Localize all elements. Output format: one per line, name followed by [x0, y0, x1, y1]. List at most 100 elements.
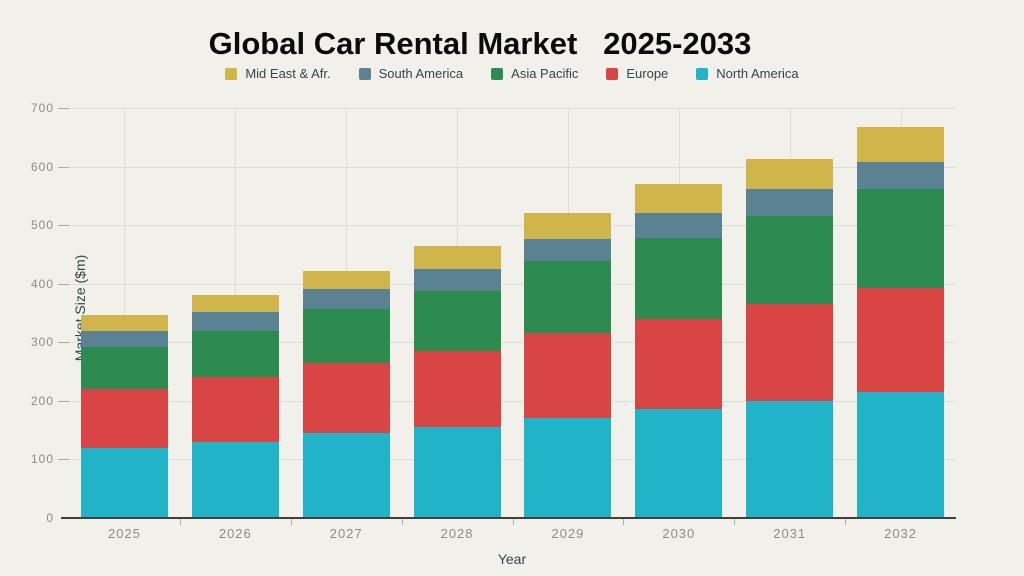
h-gridline-300 [69, 342, 956, 344]
bar-segment-2030-asia-pacific [635, 238, 723, 319]
bar-segment-2027-europe [302, 362, 390, 434]
y-tick-mark-500 [58, 225, 69, 227]
legend-label-asia-pacific: Asia Pacific [511, 66, 579, 81]
bar-segment-2026-asia-pacific [191, 330, 279, 378]
bar-segment-2028-europe [413, 351, 501, 428]
legend-label-mid-east-afr: Mid East & Afr. [245, 66, 331, 81]
y-tick-mark-400 [58, 283, 69, 285]
bar-segment-2029-mid-east-afr [524, 213, 612, 239]
legend-swatch-north-america [696, 67, 709, 80]
legend-label-europe: Europe [626, 66, 669, 81]
v-gridline-2025 [124, 108, 126, 518]
bar-segment-2030-south-america [635, 213, 723, 239]
legend-label-north-america: North America [716, 66, 799, 81]
bar-2027 [302, 0, 390, 518]
x-tick-label-2031: 2031 [773, 526, 807, 541]
bar-segment-2031-north-america [746, 400, 834, 518]
legend-swatch-south-america [358, 67, 371, 80]
bar-segment-2027-mid-east-afr [302, 270, 390, 289]
bar-segment-2027-asia-pacific [302, 308, 390, 363]
h-gridline-600 [69, 166, 956, 168]
x-tick-minor-1 [179, 519, 181, 525]
bar-2028 [413, 0, 501, 518]
x-tick-minor-6 [734, 519, 736, 525]
bar-segment-2030-europe [635, 318, 723, 410]
legend-swatch-asia-pacific [491, 67, 504, 80]
x-axis-label: Year [497, 551, 527, 567]
bar-segment-2025-north-america [80, 447, 168, 518]
bar-segment-2026-south-america [191, 311, 279, 331]
y-tick-mark-300 [58, 342, 69, 344]
bar-segment-2031-asia-pacific [746, 216, 834, 305]
bar-segment-2028-south-america [413, 269, 501, 292]
bar-segment-2026-mid-east-afr [191, 295, 279, 312]
bar-segment-2030-mid-east-afr [635, 184, 723, 214]
bar-2029 [524, 0, 612, 518]
x-tick-minor-4 [512, 519, 514, 525]
bar-2025 [80, 0, 168, 518]
legend-label-south-america: South America [378, 66, 464, 81]
bar-segment-2032-mid-east-afr [857, 127, 945, 163]
x-tick-label-2025: 2025 [107, 526, 141, 541]
bar-segment-2028-north-america [413, 427, 501, 518]
x-tick-minor-7 [845, 519, 847, 525]
h-gridline-400 [69, 283, 956, 285]
bar-segment-2031-south-america [746, 188, 834, 217]
bar-segment-2025-asia-pacific [80, 346, 168, 390]
y-tick-mark-100 [58, 459, 69, 461]
bar-segment-2026-europe [191, 377, 279, 442]
y-tick-label-0: 0 [46, 511, 54, 525]
legend-item-north-america: North America [696, 66, 799, 81]
bar-segment-2031-europe [746, 304, 834, 401]
y-tick-label-300: 300 [30, 335, 54, 350]
y-tick-mark-700 [58, 108, 69, 109]
x-tick-label-2026: 2026 [218, 526, 252, 541]
legend-item-mid-east-afr: Mid East & Afr. [225, 66, 331, 81]
bar-segment-2028-asia-pacific [413, 291, 501, 352]
bar-segment-2025-mid-east-afr [80, 315, 168, 331]
h-gridline-700 [69, 108, 956, 109]
x-tick-label-2030: 2030 [662, 526, 696, 541]
bar-segment-2026-north-america [191, 441, 279, 518]
x-tick-label-2029: 2029 [551, 526, 585, 541]
x-tick-minor-2 [290, 519, 292, 525]
bar-segment-2032-europe [857, 288, 945, 393]
h-gridline-200 [69, 400, 956, 402]
x-tick-minor-5 [623, 519, 625, 525]
bar-segment-2025-south-america [80, 330, 168, 347]
x-tick-label-2032: 2032 [884, 526, 918, 541]
y-tick-label-500: 500 [30, 218, 54, 233]
legend-swatch-mid-east-afr [225, 67, 238, 80]
legend-swatch-europe [606, 67, 619, 80]
x-axis-line [61, 517, 956, 519]
y-tick-mark-200 [58, 400, 69, 402]
bar-segment-2032-south-america [857, 162, 945, 190]
legend: Mid East & Afr. South America Asia Pacific… [0, 66, 1024, 81]
bar-segment-2032-asia-pacific [857, 189, 945, 289]
bar-segment-2029-europe [524, 332, 612, 419]
legend-item-europe: Europe [606, 66, 668, 81]
chart-title: Global Car Rental Market 2025-2033 [208, 26, 752, 61]
x-tick-label-2028: 2028 [440, 526, 474, 541]
bar-2030 [635, 0, 723, 518]
bar-segment-2031-mid-east-afr [746, 158, 834, 189]
bar-segment-2029-south-america [524, 238, 612, 262]
y-tick-label-100: 100 [30, 452, 54, 467]
bar-segment-2025-europe [80, 389, 168, 448]
y-tick-label-700: 700 [30, 101, 54, 115]
h-gridline-100 [69, 459, 956, 461]
x-tick-label-2027: 2027 [329, 526, 363, 541]
x-tick-minor-3 [401, 519, 403, 525]
bar-2032 [857, 0, 945, 518]
y-tick-label-200: 200 [30, 393, 54, 408]
h-gridline-500 [69, 225, 956, 227]
y-tick-label-400: 400 [30, 276, 54, 291]
bar-segment-2032-north-america [857, 392, 945, 518]
bar-segment-2027-south-america [302, 288, 390, 309]
bar-segment-2029-north-america [524, 418, 612, 518]
legend-item-asia-pacific: Asia Pacific [491, 66, 578, 81]
bar-segment-2028-mid-east-afr [413, 245, 501, 270]
bar-2026 [191, 0, 279, 518]
y-tick-mark-600 [58, 166, 69, 168]
